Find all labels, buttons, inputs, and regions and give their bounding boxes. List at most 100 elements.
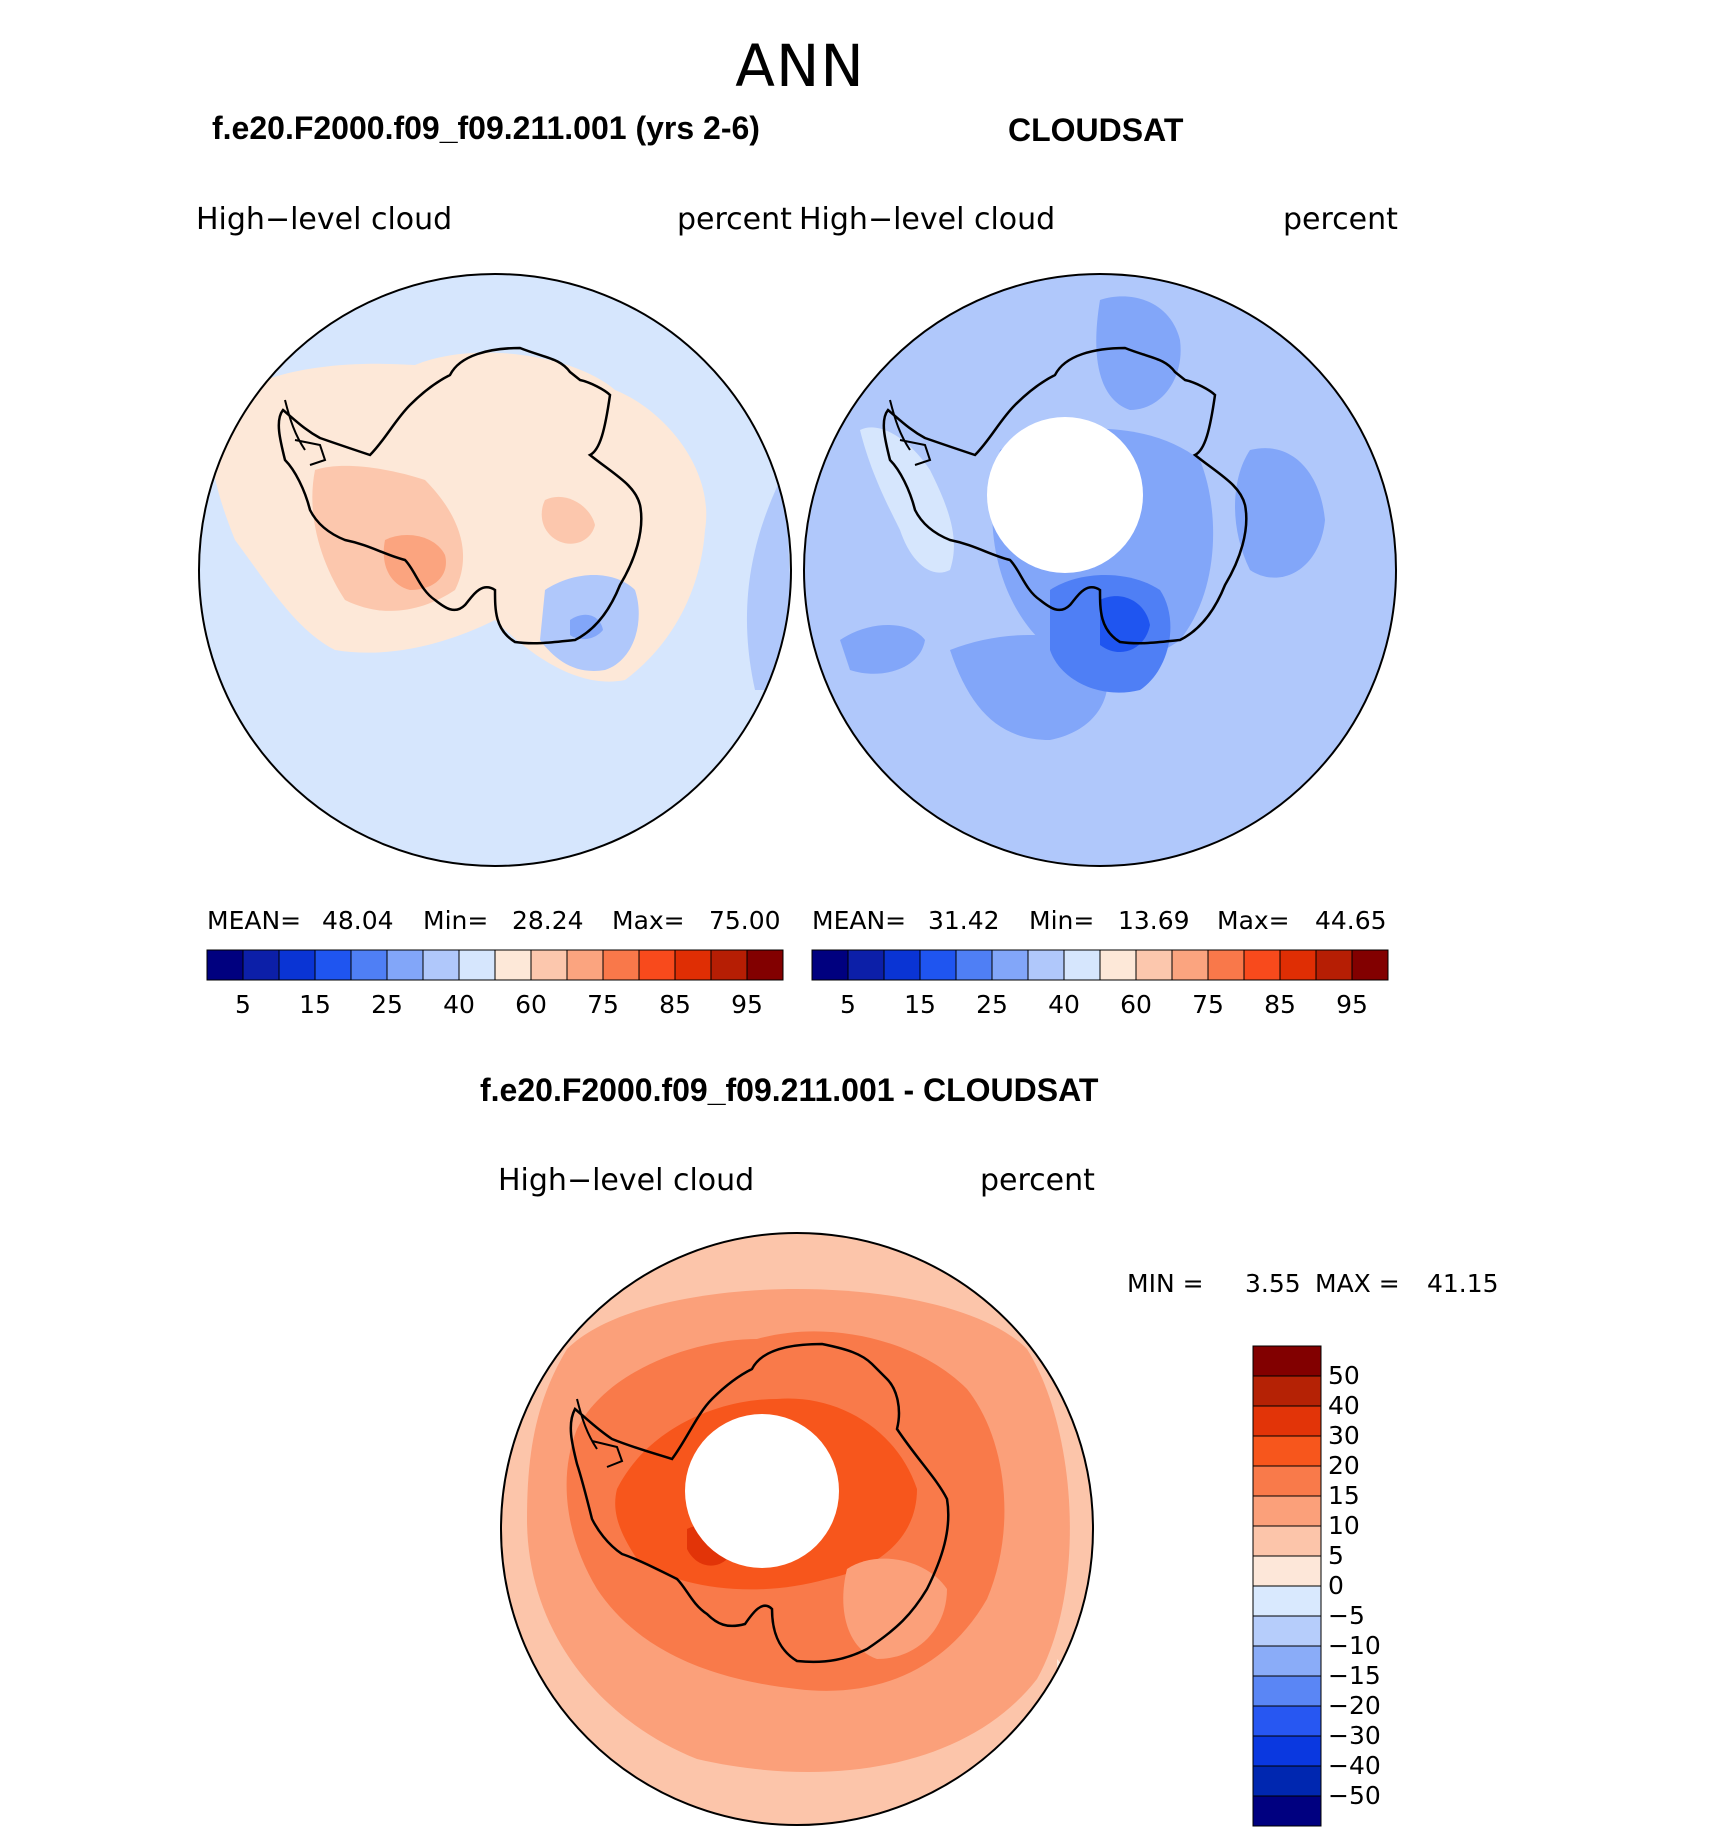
obs-colorbar-box-15	[1351, 949, 1389, 981]
obs-colorbar	[811, 949, 1389, 981]
diff-max-label: MAX =	[1315, 1269, 1400, 1298]
model-colorbar-box-1	[242, 949, 280, 981]
model-min-label: Min=	[423, 906, 489, 935]
model-var-label: High−level cloud	[196, 202, 453, 237]
obs-colorbar-box-11	[1207, 949, 1245, 981]
model-colorbar-box-9	[530, 949, 568, 981]
model-colorbar-box-2	[278, 949, 316, 981]
obs-colorbar-tick: 5	[840, 990, 856, 1019]
obs-case-title: CLOUDSAT	[1008, 112, 1184, 148]
diff-region-east-light	[843, 1558, 947, 1659]
obs-colorbar-box-1	[847, 949, 885, 981]
diff-colorbar-box-3	[1252, 1435, 1322, 1467]
diff-colorbar-box-8	[1252, 1585, 1322, 1617]
obs-region-interior-lowest	[1100, 596, 1150, 653]
model-colorbar-tick: 15	[299, 990, 331, 1019]
diff-colorbar-tick: 10	[1328, 1511, 1360, 1540]
model-mean-value: 48.04	[322, 906, 394, 935]
diff-colorbar-tick: 15	[1328, 1481, 1360, 1510]
model-mean-label: MEAN=	[207, 906, 302, 935]
obs-colorbar-tick: 15	[904, 990, 936, 1019]
diff-colorbar-box-14	[1252, 1765, 1322, 1797]
model-coastline	[277, 346, 643, 645]
model-colorbar-tick: 95	[731, 990, 763, 1019]
model-colorbar-box-5	[386, 949, 424, 981]
diff-min-value: 3.55	[1245, 1269, 1301, 1298]
diff-colorbar-tick: −30	[1328, 1721, 1381, 1750]
model-colorbar-tick: 75	[587, 990, 619, 1019]
model-region-east-lower	[570, 614, 603, 640]
model-colorbar	[206, 949, 784, 981]
diff-map-border	[500, 1232, 1094, 1826]
diff-colorbar-tick: −20	[1328, 1691, 1381, 1720]
diff-colorbar-box-9	[1252, 1615, 1322, 1647]
obs-region-far-west	[840, 625, 925, 674]
diff-region-rim-light	[1057, 1659, 1072, 1729]
diff-case-title: f.e20.F2000.f09_f09.211.001 - CLOUDSAT	[480, 1072, 1099, 1108]
obs-map-border	[803, 273, 1397, 867]
obs-region-east-mid	[1235, 448, 1325, 578]
diff-colorbar-box-11	[1252, 1675, 1322, 1707]
obs-colorbar-box-5	[991, 949, 1029, 981]
diff-colorbar-tick: −50	[1328, 1781, 1381, 1810]
model-colorbar-box-14	[710, 949, 748, 981]
obs-colorbar-box-3	[919, 949, 957, 981]
obs-colorbar-box-8	[1099, 949, 1137, 981]
obs-max-label: Max=	[1217, 906, 1290, 935]
model-region-land-high	[383, 535, 446, 590]
model-colorbar-tick: 40	[443, 990, 475, 1019]
diff-colorbar-box-5	[1252, 1495, 1322, 1527]
model-colorbar-box-11	[602, 949, 640, 981]
model-case-title: f.e20.F2000.f09_f09.211.001 (yrs 2-6)	[212, 110, 760, 146]
diff-colorbar-ticks: 50 40 30 20 15 10 5 0 −5 −10 −15 −20 −30 −40 −50	[1328, 1346, 1408, 1826]
diff-colorbar-tick: 30	[1328, 1421, 1360, 1450]
model-min-value: 28.24	[512, 906, 584, 935]
model-polar-map	[198, 273, 792, 867]
model-colorbar-box-7	[458, 949, 496, 981]
diff-colorbar-box-0	[1252, 1345, 1322, 1377]
diff-colorbar-box-1	[1252, 1375, 1322, 1407]
obs-var-label: High−level cloud	[799, 202, 1056, 237]
diff-var-label: High−level cloud	[498, 1163, 755, 1198]
obs-colorbar-tick: 40	[1048, 990, 1080, 1019]
model-colorbar-box-8	[494, 949, 532, 981]
model-units-label: percent	[677, 202, 792, 237]
model-colorbar-ticks: 5 15 25 40 60 75 85 95	[207, 990, 783, 1020]
diff-colorbar-box-10	[1252, 1645, 1322, 1677]
obs-peninsula	[889, 399, 932, 466]
obs-max-value: 44.65	[1315, 906, 1387, 935]
obs-polar-map	[803, 273, 1397, 867]
model-peninsula	[284, 399, 327, 466]
obs-colorbar-box-2	[883, 949, 921, 981]
diff-colorbar-box-4	[1252, 1465, 1322, 1497]
model-colorbar-tick: 85	[659, 990, 691, 1019]
obs-colorbar-box-0	[811, 949, 849, 981]
diff-colorbar	[1252, 1345, 1322, 1827]
diff-colorbar-box-2	[1252, 1405, 1322, 1437]
diff-colorbar-box-15	[1252, 1795, 1322, 1827]
model-colorbar-tick: 25	[371, 990, 403, 1019]
obs-colorbar-box-7	[1063, 949, 1101, 981]
diff-pole-hole	[685, 1414, 839, 1568]
diff-colorbar-tick: −10	[1328, 1631, 1381, 1660]
diff-colorbar-tick: 50	[1328, 1361, 1360, 1390]
model-max-value: 75.00	[709, 906, 781, 935]
model-colorbar-box-0	[206, 949, 244, 981]
obs-mean-label: MEAN=	[812, 906, 907, 935]
diff-colorbar-tick: −15	[1328, 1661, 1381, 1690]
obs-colorbar-box-6	[1027, 949, 1065, 981]
obs-colorbar-box-4	[955, 949, 993, 981]
obs-colorbar-tick: 75	[1192, 990, 1224, 1019]
obs-colorbar-tick: 60	[1120, 990, 1152, 1019]
obs-colorbar-box-13	[1279, 949, 1317, 981]
obs-colorbar-box-9	[1135, 949, 1173, 981]
diff-coastline	[569, 1342, 950, 1664]
obs-pole-hole	[987, 417, 1143, 573]
obs-mean-value: 31.42	[928, 906, 1000, 935]
model-colorbar-box-3	[314, 949, 352, 981]
diff-colorbar-tick: 40	[1328, 1391, 1360, 1420]
diff-colorbar-tick: −40	[1328, 1751, 1381, 1780]
obs-colorbar-tick: 85	[1264, 990, 1296, 1019]
diff-colorbar-tick: 20	[1328, 1451, 1360, 1480]
diff-colorbar-box-13	[1252, 1735, 1322, 1767]
